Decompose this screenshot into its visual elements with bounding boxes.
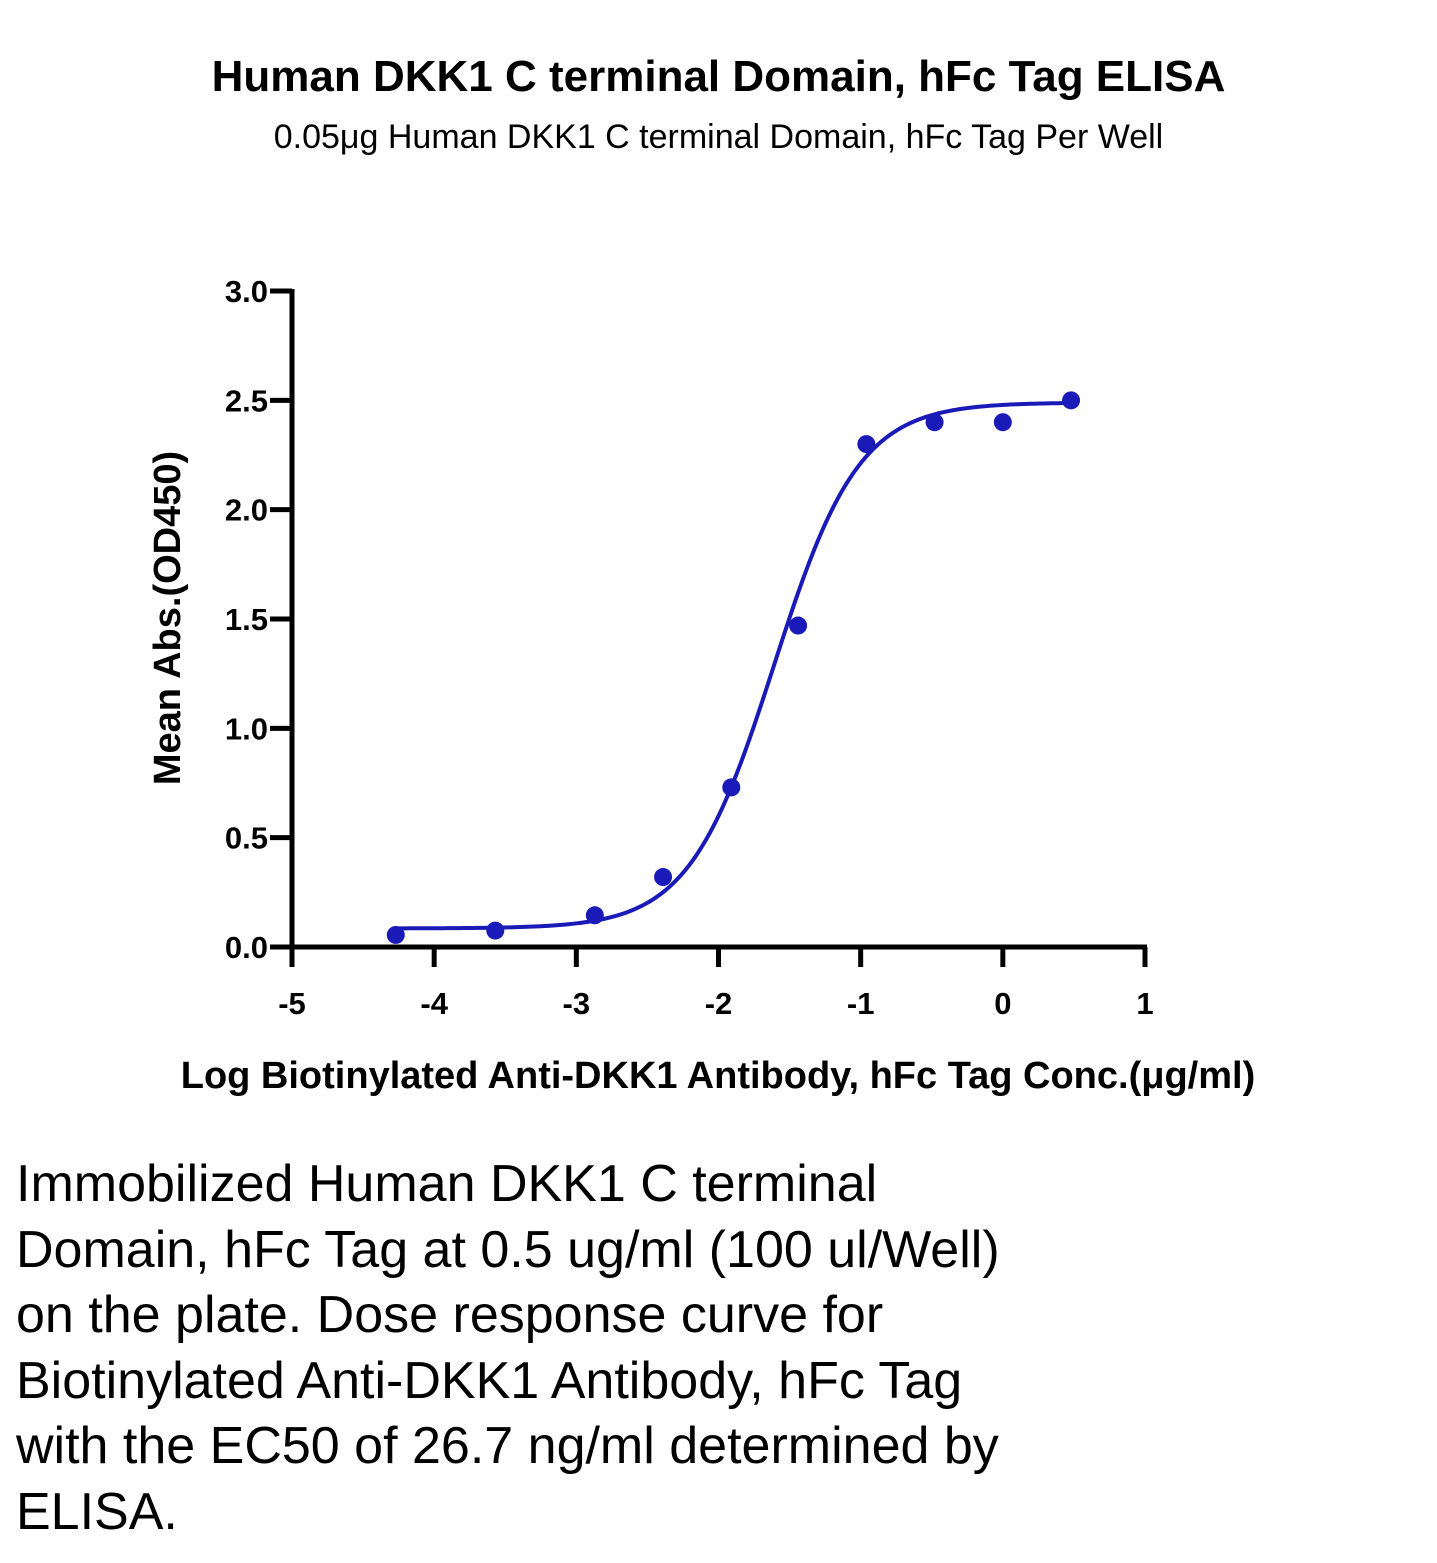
data-point — [925, 413, 944, 432]
y-tick-label: 0.0 — [225, 930, 268, 965]
data-point — [1062, 391, 1081, 410]
x-tick-label: -4 — [420, 986, 448, 1021]
data-point — [386, 925, 405, 944]
x-tick-label: -1 — [847, 986, 875, 1021]
y-tick-label: 1.0 — [225, 711, 268, 746]
fit-curve-layer — [395, 401, 1072, 931]
data-point — [857, 435, 876, 454]
figure-caption: Immobilized Human DKK1 C terminal Domain… — [16, 1155, 1000, 1541]
y-tick-label: 0.5 — [225, 821, 268, 856]
data-point — [722, 778, 741, 797]
x-tick-label: 1 — [1136, 986, 1153, 1021]
data-point — [654, 868, 673, 887]
data-point — [993, 413, 1012, 432]
y-axis-title: Mean Abs.(OD450) — [147, 451, 189, 785]
data-point — [789, 616, 808, 635]
fit-curve — [395, 401, 1072, 931]
x-tick-label: -5 — [278, 986, 306, 1021]
x-tick-label: 0 — [994, 986, 1011, 1021]
elisa-chart: 0.0 0.5 1.0 1.5 2.0 2.5 3.0 -5 -4 -3 -2 -1 0 1 Mean A… — [147, 274, 1256, 1097]
y-tick-label: 2.0 — [225, 493, 268, 528]
data-points-layer — [386, 391, 1081, 944]
x-axis-title: Log Biotinylated Anti-DKK1 Antibody, hFc… — [181, 1055, 1256, 1097]
chart-title: Human DKK1 C terminal Domain, hFc Tag EL… — [211, 52, 1226, 101]
y-tick-label: 2.5 — [225, 383, 268, 418]
chart-subtitle: 0.05μg Human DKK1 C terminal Domain, hFc… — [273, 118, 1164, 156]
y-tick-label: 1.5 — [225, 602, 268, 637]
x-tick-label: -3 — [563, 986, 591, 1021]
axes: 0.0 0.5 1.0 1.5 2.0 2.5 3.0 -5 -4 -3 -2 -1 0 1 — [225, 274, 1154, 1021]
data-point — [585, 906, 604, 925]
x-tick-label: -2 — [705, 986, 733, 1021]
y-tick-label: 3.0 — [225, 274, 268, 309]
data-point — [486, 921, 505, 940]
